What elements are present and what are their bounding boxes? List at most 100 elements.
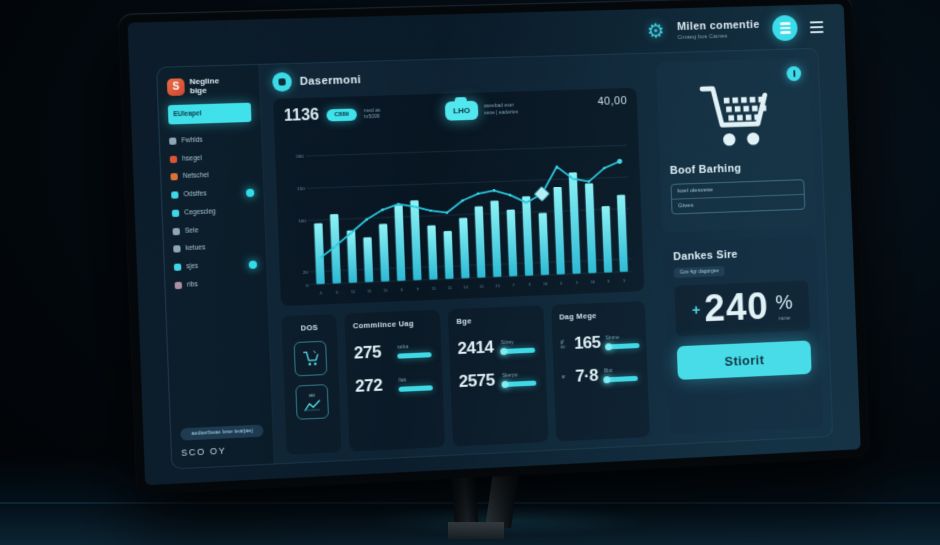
stat-side: Sinme: [605, 334, 641, 350]
layers-icon: [779, 31, 791, 34]
sidebar-item-hsegel[interactable]: hsegel: [169, 153, 253, 164]
sidebar-item-ribs[interactable]: ribs: [174, 279, 258, 290]
sidebar-menu: Fwhlds hsegel Netschel Odstfes Cegescleg Sele…: [169, 135, 258, 300]
rate-sign: +: [691, 301, 701, 319]
sidebar-item-cegescleg[interactable]: Cegescleg: [171, 207, 255, 218]
cart-icon-button[interactable]: [293, 340, 328, 377]
sidebar-item-label: Cegescleg: [184, 208, 216, 217]
stat-title: Commiince Uag: [352, 318, 414, 331]
sidebar-item-icon: [172, 227, 180, 236]
svg-text:6: 6: [400, 287, 403, 292]
stat-side: Skerpo: [502, 372, 538, 387]
rate-card-title: Dankes Sire: [673, 248, 738, 264]
sidebar-item-sjes[interactable]: sjes: [173, 260, 258, 272]
sidebar-item-odstfes[interactable]: Odstfes: [171, 188, 255, 200]
svg-text:11: 11: [448, 285, 453, 290]
stat-label: Sörey: [500, 339, 514, 347]
svg-text:6: 6: [336, 290, 339, 295]
stat-card-dos: DOS MB: [281, 313, 342, 455]
gear-icon[interactable]: ⚙: [646, 20, 665, 43]
stat-label: fiak: [398, 377, 407, 385]
layers-icon: [779, 22, 791, 26]
sidebar: S Negline bige EUleapel Fwhlds hsegel Nets…: [157, 64, 275, 469]
sidebar-item-icon: [173, 263, 182, 272]
stat-slider[interactable]: [398, 385, 434, 392]
screen-header: ⚙ Milen comentie Cmaeg bos Cames: [647, 14, 824, 45]
cart-icon-wrap: [667, 78, 804, 155]
monitor-bezel: ⚙ Milen comentie Cmaeg bos Cames S: [117, 0, 870, 495]
cart-icon: [301, 349, 320, 366]
sidebar-item-icon: [171, 210, 180, 218]
header-title: Milen comentie: [676, 18, 760, 34]
sidebar-item-sele[interactable]: Sele: [172, 225, 256, 236]
primary-action-button[interactable]: Stiorit: [676, 340, 812, 381]
note-line2: br5099: [363, 113, 380, 121]
sidebar-footer-text: SCO OY: [180, 445, 227, 458]
stat-side: Sörey: [501, 339, 537, 354]
stat-slider[interactable]: [502, 380, 537, 387]
rate-unit-label: rane: [778, 315, 791, 322]
stat-card-bge: Bge 2414 Sörey 2575: [448, 305, 549, 447]
stat-title: Bge: [456, 316, 472, 326]
logo-line2: bige: [189, 85, 207, 96]
stat-slider[interactable]: [500, 347, 535, 354]
logo-text: Negline bige: [189, 76, 219, 96]
svg-text:0: 0: [306, 282, 309, 287]
sidebar-item-label: Netschel: [182, 172, 209, 181]
stat-value: 275: [353, 342, 382, 363]
center-badge-note: aseebad eser eese | eadertes: [484, 102, 519, 116]
svg-text:4: 4: [320, 291, 323, 296]
svg-text:15: 15: [495, 283, 500, 288]
page-icon-glyph: [278, 78, 286, 86]
sidebar-item-netschel[interactable]: Netschel: [170, 171, 253, 181]
chart-big-value: 1136: [283, 106, 320, 125]
menu-bar: [810, 31, 824, 34]
dashboard-panel: S Negline bige EUleapel Fwhlds hsegel Nets…: [156, 47, 834, 470]
search-input[interactable]: EUleapel: [167, 103, 252, 125]
menu-icon[interactable]: [809, 20, 824, 34]
right-column: Boof Barhing koel olesvese Gtves Dankes …: [647, 49, 832, 444]
svg-text:200: 200: [296, 154, 304, 159]
stat-row: gf so 165 Sinme: [560, 331, 641, 354]
cart-card: Boof Barhing koel olesvese Gtves: [656, 57, 816, 233]
header-text: Milen comentie Cmaeg bos Cames: [677, 19, 760, 41]
sidebar-item-label: Sele: [184, 227, 199, 235]
sidebar-footer-pill[interactable]: aedserbeae lese tearjaej: [180, 424, 264, 441]
stat-slider[interactable]: [604, 376, 638, 383]
svg-text:150: 150: [297, 186, 305, 191]
svg-text:16: 16: [543, 281, 548, 286]
sidebar-item-label: ketues: [185, 244, 206, 253]
svg-text:11: 11: [432, 286, 437, 291]
stat-card-dag-mege: Dag Mege gf so 165 Sinme ar: [550, 301, 650, 442]
chart-value-badge: C889: [326, 108, 358, 122]
svg-text:11: 11: [480, 284, 485, 289]
percent-sign: %: [774, 291, 793, 314]
stat-side: fiak: [398, 376, 436, 392]
logo-icon: S: [166, 77, 185, 96]
sidebar-item-fwhlds[interactable]: Fwhlds: [169, 135, 252, 146]
rate-unit: % rane: [775, 291, 793, 321]
stat-row: 2575 Skerpo: [459, 368, 539, 392]
layers-button[interactable]: [771, 14, 798, 42]
chart-corner-value: 40,00: [597, 95, 628, 108]
svg-text:5: 5: [623, 278, 626, 283]
revenue-chart: 200 150 100 20 0 4 6 11 11 11 6 9 11 11 14 11 15 7 3 16 0 5 16…: [283, 138, 636, 301]
header-subtitle: Cmaeg bos Cames: [677, 33, 728, 41]
sidebar-item-icon: [171, 191, 179, 200]
stat-slider[interactable]: [605, 343, 640, 350]
notification-dot: [245, 188, 255, 197]
svg-text:0: 0: [560, 281, 563, 286]
briefcase-badge: LHO: [444, 100, 479, 121]
sidebar-item-icon: [174, 282, 183, 290]
stat-label: Sinme: [605, 335, 620, 342]
menu-bar: [809, 25, 824, 29]
sidebar-item-ketues[interactable]: ketues: [173, 243, 256, 253]
trend-icon-button[interactable]: MB: [295, 384, 330, 420]
chart-value-note: med as br5099: [364, 107, 381, 121]
logo: S Negline bige: [166, 75, 251, 96]
stat-label: seba: [397, 344, 409, 351]
sidebar-item-label: hsegel: [182, 154, 203, 163]
stat-slider[interactable]: [397, 352, 432, 359]
